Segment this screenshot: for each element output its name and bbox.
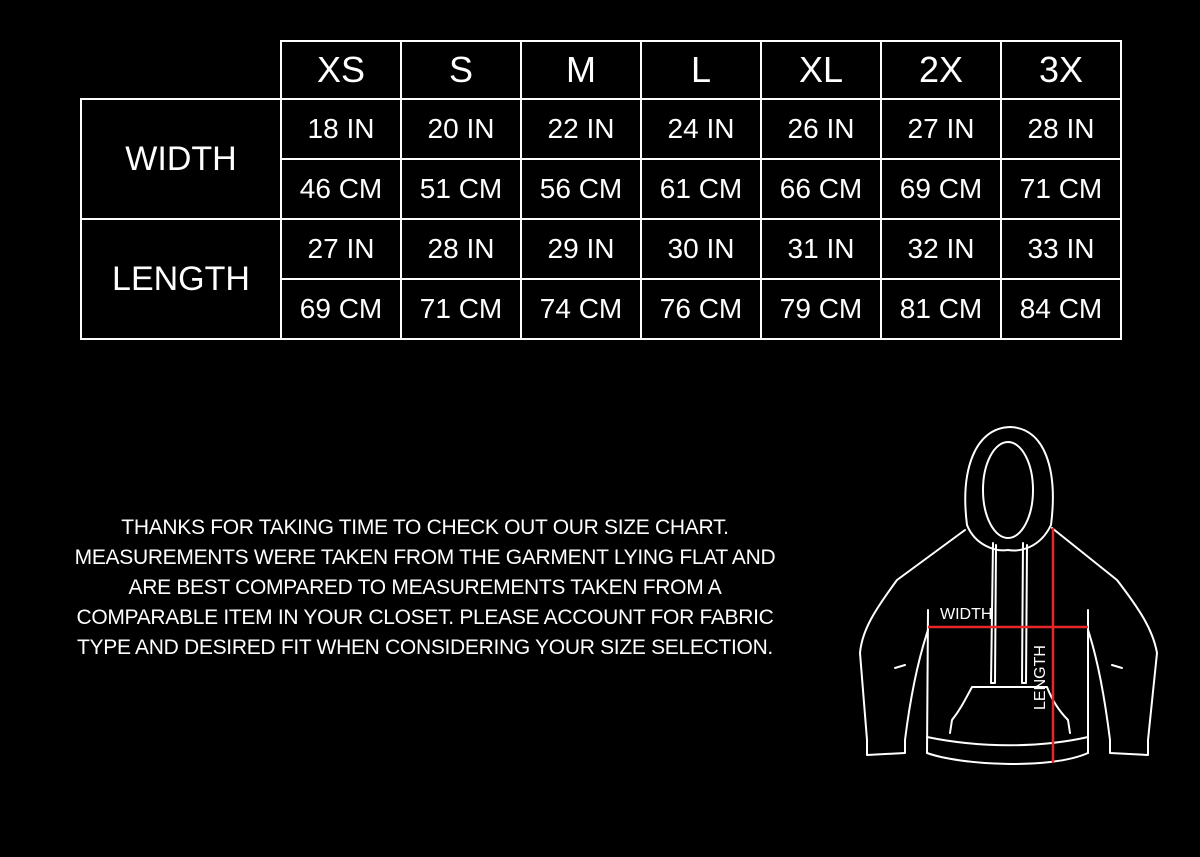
table-cell: 24 IN [640, 98, 762, 160]
body-sides [926, 609, 1089, 754]
size-chart-note: THANKS FOR TAKING TIME TO CHECK OUT OUR … [74, 516, 776, 659]
table-cell: 30 IN [640, 218, 762, 280]
table-cell: 66 CM [760, 158, 882, 220]
length-inches-row: LENGTH 27 IN 28 IN 29 IN 30 IN 31 IN 32 … [80, 218, 1122, 340]
table-cell: 32 IN [880, 218, 1002, 280]
table-cell: 79 CM [760, 278, 882, 340]
table-cell: 27 IN [280, 218, 402, 280]
right-sleeve [1051, 527, 1158, 756]
row-label-width: WIDTH [80, 98, 282, 220]
size-header: XL [760, 40, 882, 100]
pocket [949, 686, 1071, 734]
table-cell: 27 IN [880, 98, 1002, 160]
width-diagram-label: WIDTH [940, 606, 992, 623]
table-cell: 28 IN [1000, 98, 1122, 160]
size-header: 3X [1000, 40, 1122, 100]
size-header: M [520, 40, 642, 100]
table-cell: 31 IN [760, 218, 882, 280]
table-cell: 46 CM [280, 158, 402, 220]
left-sleeve [859, 529, 966, 756]
table-cell: 56 CM [520, 158, 642, 220]
size-header: L [640, 40, 762, 100]
size-header: XS [280, 40, 402, 100]
table-cell: 51 CM [400, 158, 522, 220]
table-cell: 81 CM [880, 278, 1002, 340]
table-cell: 61 CM [640, 158, 762, 220]
hem-band [926, 736, 1089, 765]
size-header: 2X [880, 40, 1002, 100]
size-chart-table: XS S M L XL 2X 3X WIDTH 18 IN 20 IN 22 I… [80, 40, 1122, 340]
table-cell: 71 CM [400, 278, 522, 340]
table-cell: 71 CM [1000, 158, 1122, 220]
cuff-marks [894, 664, 1123, 669]
table-cell: 28 IN [400, 218, 522, 280]
table-cell: 76 CM [640, 278, 762, 340]
size-header-row: XS S M L XL 2X 3X [81, 40, 1122, 100]
table-cell: 29 IN [520, 218, 642, 280]
length-cm-row: 69 CM 71 CM 74 CM 76 CM 79 CM 81 CM 84 C… [81, 278, 1122, 340]
table-cell: 74 CM [520, 278, 642, 340]
width-cm-row: 46 CM 51 CM 56 CM 61 CM 66 CM 69 CM 71 C… [81, 158, 1122, 220]
table-cell: 20 IN [400, 98, 522, 160]
table-cell: 84 CM [1000, 278, 1122, 340]
drawstrings [990, 542, 1028, 684]
measure-lines [928, 528, 1088, 763]
hood-outline [964, 426, 1054, 552]
width-inches-row: WIDTH 18 IN 20 IN 22 IN 24 IN 26 IN 27 I… [80, 98, 1122, 220]
length-diagram-label: LENGTH [1032, 645, 1049, 710]
table-cell: 22 IN [520, 98, 642, 160]
table-cell: 69 CM [280, 278, 402, 340]
row-label-length: LENGTH [80, 218, 282, 340]
table-cell: 33 IN [1000, 218, 1122, 280]
table-cell: 69 CM [880, 158, 1002, 220]
size-header: S [400, 40, 522, 100]
table-cell: 18 IN [280, 98, 402, 160]
face-opening [982, 441, 1034, 539]
table-cell: 26 IN [760, 98, 882, 160]
